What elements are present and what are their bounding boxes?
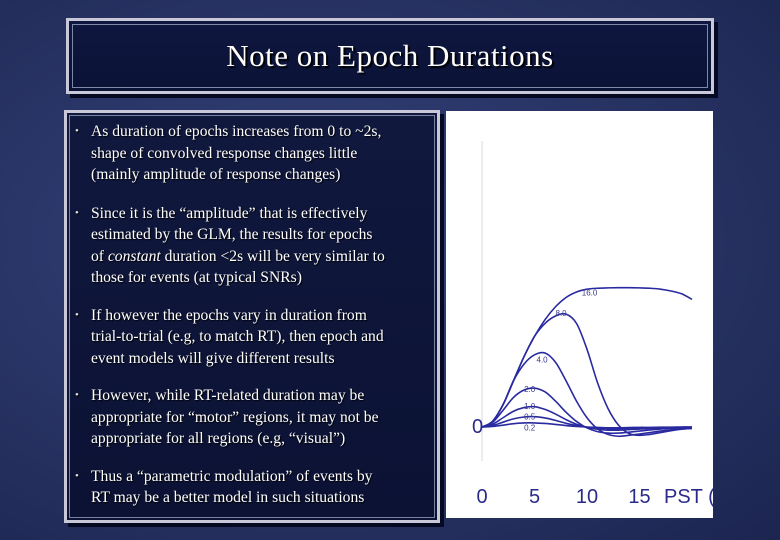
x-tick-label-5: 5 [529,486,540,508]
bullet-2-line-4: those for events (at typical SNRs) [91,269,302,286]
slide-title: Note on Epoch Durations [226,38,554,73]
bullet-1-line-1: As duration of epochs increases from 0 t… [91,123,382,140]
bullet-2-emphasis: constant [107,247,161,265]
series-group [481,286,693,438]
bullet-dot-icon: • [75,206,79,219]
title-inner-border [72,24,708,88]
title-box: Note on Epoch Durations [66,18,714,94]
bullet-2-line-2: estimated by the GLM, the results for ep… [91,226,373,243]
series-label-8.0: 8.0 [556,309,568,318]
series-line-0.2 [481,422,693,429]
bullet-2: • Since it is the “amplitude” that is ef… [73,203,435,289]
bullet-5-line-1: Thus a “parametric modulation” of events… [91,467,373,485]
bullet-3-line-2: trial-to-trial (e.g, to match RT), then … [91,328,384,345]
series-label-4.0: 4.0 [537,355,549,364]
bullet-1: • As duration of epochs increases from 0… [73,121,435,186]
series-label-0.5: 0.5 [524,413,536,422]
series-label-0.2: 0.2 [524,424,536,433]
series-label-16.0: 16.0 [582,289,598,298]
bullet-dot-icon: • [75,308,79,321]
bullet-2-line-1: Since it is the “amplitude” that is effe… [91,204,368,222]
x-axis-label: PST (s) [664,486,713,508]
bullet-2-line-3-post: duration <2s will be very similar to [160,247,385,265]
series-line-16.0 [481,286,693,428]
x-tick-group: 0 5 10 15 [476,486,650,508]
bullet-list: • As duration of epochs increases from 0… [73,117,435,509]
bullet-5: • Thus a “parametric modulation” of even… [73,466,435,509]
bullet-3: • If however the epochs vary in duration… [73,305,435,370]
response-chart: 0 16.0 8.0 4.0 2.0 1.0 0.5 0.2 0 5 10 15 PST (s) [472,141,713,508]
bullet-2-line-3-pre: of [91,247,108,265]
series-label-2.0: 2.0 [524,385,536,394]
bullet-dot-icon: • [75,389,79,401]
series-label-1.0: 1.0 [524,402,536,411]
bullet-3-line-3: event models will give different results [91,349,335,367]
y-tick-label: 0 [472,416,483,438]
bullet-4: • However, while RT-related duration may… [73,385,435,450]
bullet-1-line-3: (mainly amplitude of response changes) [91,166,341,183]
bullet-1-line-2: shape of convolved response changes litt… [91,144,358,162]
series-line-4.0 [481,351,693,438]
bullet-box: • As duration of epochs increases from 0… [64,110,440,523]
bullet-4-line-1: However, while RT-related duration may b… [91,387,365,404]
x-tick-label-0: 0 [476,486,487,508]
x-tick-label-10: 10 [576,486,598,508]
bullet-4-line-3: appropriate for all regions (e.g, “visua… [91,430,346,447]
bullet-5-line-2: RT may be a better model in such situati… [91,489,365,506]
bullet-3-line-1: If however the epochs vary in duration f… [91,306,367,324]
chart-panel: 0 16.0 8.0 4.0 2.0 1.0 0.5 0.2 0 5 10 15 PST (s) [446,111,713,518]
bullet-dot-icon: • [75,469,79,482]
bullet-4-line-2: appropriate for “motor” regions, it may … [91,408,379,426]
bullet-dot-icon: • [75,125,79,137]
series-label-group: 16.0 8.0 4.0 2.0 1.0 0.5 0.2 [524,289,598,433]
x-tick-label-15: 15 [628,486,650,508]
